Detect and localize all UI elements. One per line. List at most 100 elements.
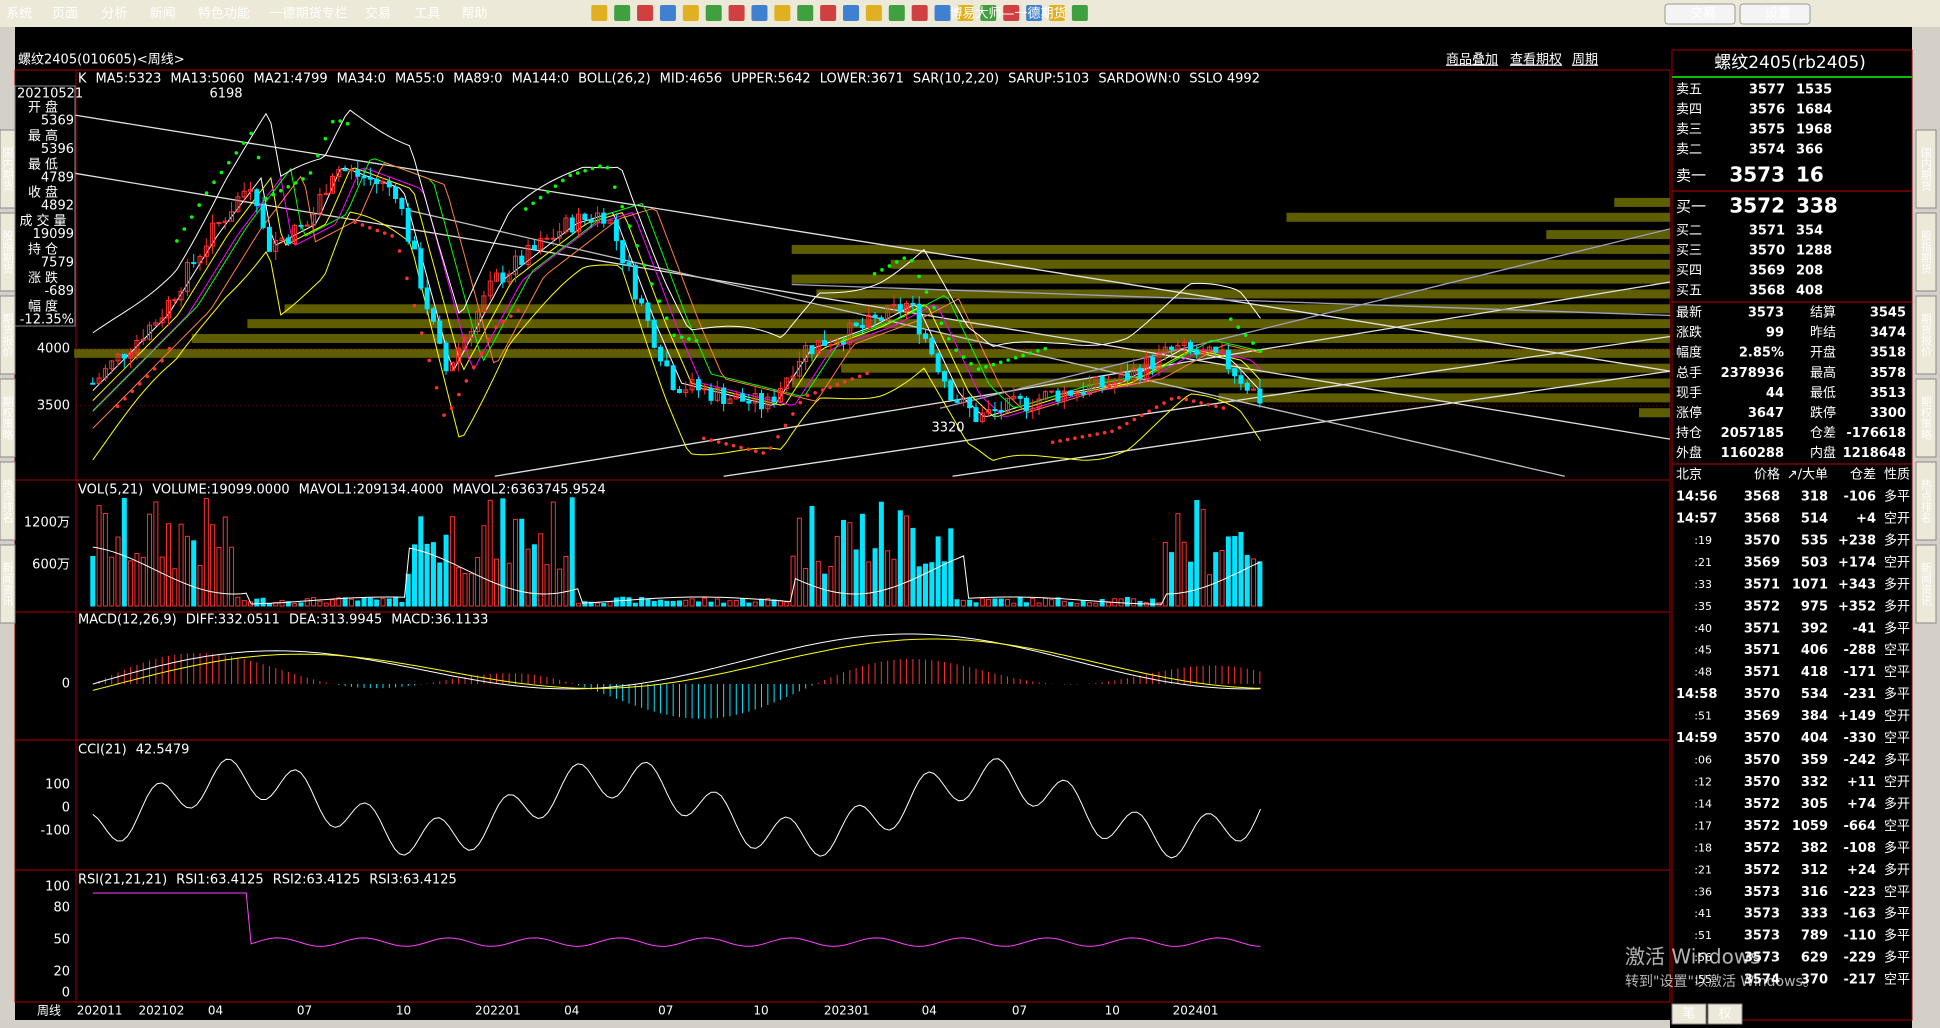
bottom-tab[interactable]: [1671, 1003, 1707, 1025]
side-tab[interactable]: [1915, 129, 1937, 209]
candle-body: [550, 237, 556, 240]
side-tab[interactable]: [0, 129, 16, 209]
toolbar-icon[interactable]: [774, 5, 791, 21]
macd-dea: [92, 638, 1261, 691]
side-tab-label[interactable]: 新闻资讯: [1, 561, 14, 607]
toolbar-icon[interactable]: [751, 5, 768, 21]
toolbar-icon[interactable]: [591, 5, 608, 21]
volume-bar: [1169, 552, 1175, 607]
tick-volume: 789: [1801, 929, 1828, 944]
chart-link[interactable]: 查看期权: [1510, 52, 1562, 68]
side-tab-label[interactable]: 期货报价: [1, 313, 14, 357]
side-tab-label[interactable]: 股指期货: [1920, 230, 1933, 275]
candle-body: [1080, 391, 1086, 395]
side-tab[interactable]: [0, 378, 16, 458]
toolbar-icon[interactable]: [1071, 5, 1088, 21]
top-button-label[interactable]: 交易: [1690, 6, 1716, 22]
side-tab-label[interactable]: 国内期货: [1920, 147, 1933, 192]
sar-dot: [1169, 397, 1174, 401]
indicator-label: MACD:36.1133: [391, 613, 488, 628]
chart-header: 螺纹2405(010605)<周线>: [18, 53, 185, 68]
bottom-tab-label[interactable]: 权: [1718, 1006, 1731, 1022]
side-tab[interactable]: [1915, 295, 1937, 375]
side-tab-label[interactable]: 股指期货: [1, 230, 14, 275]
menu-item[interactable]: 交易: [365, 6, 391, 22]
side-tab[interactable]: [1915, 378, 1937, 458]
candle-body: [494, 272, 500, 282]
toolbar-icon[interactable]: [957, 5, 974, 21]
toolbar-icon[interactable]: [637, 5, 654, 21]
menu-item[interactable]: 页面: [52, 7, 78, 22]
volume-bar: [1030, 597, 1036, 607]
bottom-tab[interactable]: [1707, 1003, 1743, 1025]
menu-item[interactable]: 分析: [101, 7, 127, 22]
volume-bar: [102, 512, 108, 607]
side-tab[interactable]: [0, 544, 16, 624]
side-tab-label[interactable]: 热点排名: [1, 479, 14, 523]
side-tab[interactable]: [1915, 544, 1937, 624]
menu-item[interactable]: 工具: [414, 7, 440, 22]
tick-price: 3573: [1744, 907, 1780, 922]
side-tab-label[interactable]: 热点排名: [1920, 479, 1933, 523]
candle-body: [626, 262, 632, 266]
menu-item[interactable]: 特色功能: [198, 6, 250, 22]
side-tab-label[interactable]: 期权策略: [1, 396, 14, 441]
candle-body: [348, 169, 354, 172]
side-tab-label[interactable]: 期货报价: [1920, 313, 1933, 357]
book-label: 卖一: [1676, 167, 1706, 185]
sar-dot: [301, 177, 305, 181]
sar-dot: [969, 362, 973, 366]
side-tab[interactable]: [0, 295, 16, 375]
toolbar-icon[interactable]: [843, 5, 860, 21]
side-tab[interactable]: [1915, 461, 1937, 541]
menu-item[interactable]: 系统: [6, 7, 32, 22]
toolbar-icon[interactable]: [911, 5, 928, 21]
volume-bar: [121, 497, 127, 607]
candle-body: [96, 377, 102, 384]
toolbar-icon[interactable]: [980, 5, 997, 21]
price-tick-label: 3500: [37, 399, 70, 414]
side-tab-label[interactable]: 期权策略: [1920, 396, 1933, 441]
indicator-label: MACD(12,26,9): [78, 613, 177, 628]
side-tab[interactable]: [0, 212, 16, 292]
menu-item[interactable]: 一德期货专栏: [270, 6, 348, 22]
toolbar-icon[interactable]: [1048, 5, 1065, 21]
toolbar-icon[interactable]: [682, 5, 699, 21]
chart-link[interactable]: 商品叠加: [1446, 53, 1498, 68]
volume-bar: [841, 520, 847, 607]
volume-bar: [576, 602, 582, 607]
chart-link[interactable]: 周期: [1572, 53, 1598, 68]
toolbar-icon[interactable]: [614, 5, 631, 21]
candle-body: [916, 303, 922, 335]
side-tab-label[interactable]: 国内期货: [1, 147, 14, 192]
toolbar-icon[interactable]: [865, 5, 882, 21]
side-tab-label[interactable]: 新闻资讯: [1920, 561, 1933, 607]
candle-body: [216, 221, 222, 224]
toolbar-icon[interactable]: [797, 5, 814, 21]
menu-item[interactable]: 帮助: [461, 7, 487, 22]
volume-bar: [809, 505, 815, 607]
candle-body: [683, 389, 689, 393]
toolbar-icon[interactable]: [820, 5, 837, 21]
top-button[interactable]: [1739, 3, 1811, 25]
toolbar-icon[interactable]: [1003, 5, 1020, 21]
top-button-label[interactable]: 设置: [1765, 7, 1791, 22]
toolbar-icon[interactable]: [728, 5, 745, 21]
volume-bar: [727, 600, 733, 607]
toolbar-icon[interactable]: [1026, 5, 1043, 21]
toolbar-icon[interactable]: [888, 5, 905, 21]
volume-bar: [140, 556, 146, 607]
toolbar-icon[interactable]: [659, 5, 676, 21]
rsi-tick-label: 80: [53, 901, 70, 916]
toolbar-icon[interactable]: [934, 5, 951, 21]
top-button[interactable]: [1664, 3, 1736, 25]
side-tab[interactable]: [1915, 212, 1937, 292]
tick-price: 3570: [1744, 775, 1780, 790]
menu-item[interactable]: 新闻: [150, 6, 176, 22]
bottom-tab-label[interactable]: 笔: [1682, 1006, 1695, 1022]
stat-value: 3518: [1870, 346, 1906, 361]
side-tab[interactable]: [0, 461, 16, 541]
stat-value: 99: [1766, 326, 1784, 341]
volume-bar: [1124, 596, 1130, 607]
toolbar-icon[interactable]: [705, 5, 722, 21]
